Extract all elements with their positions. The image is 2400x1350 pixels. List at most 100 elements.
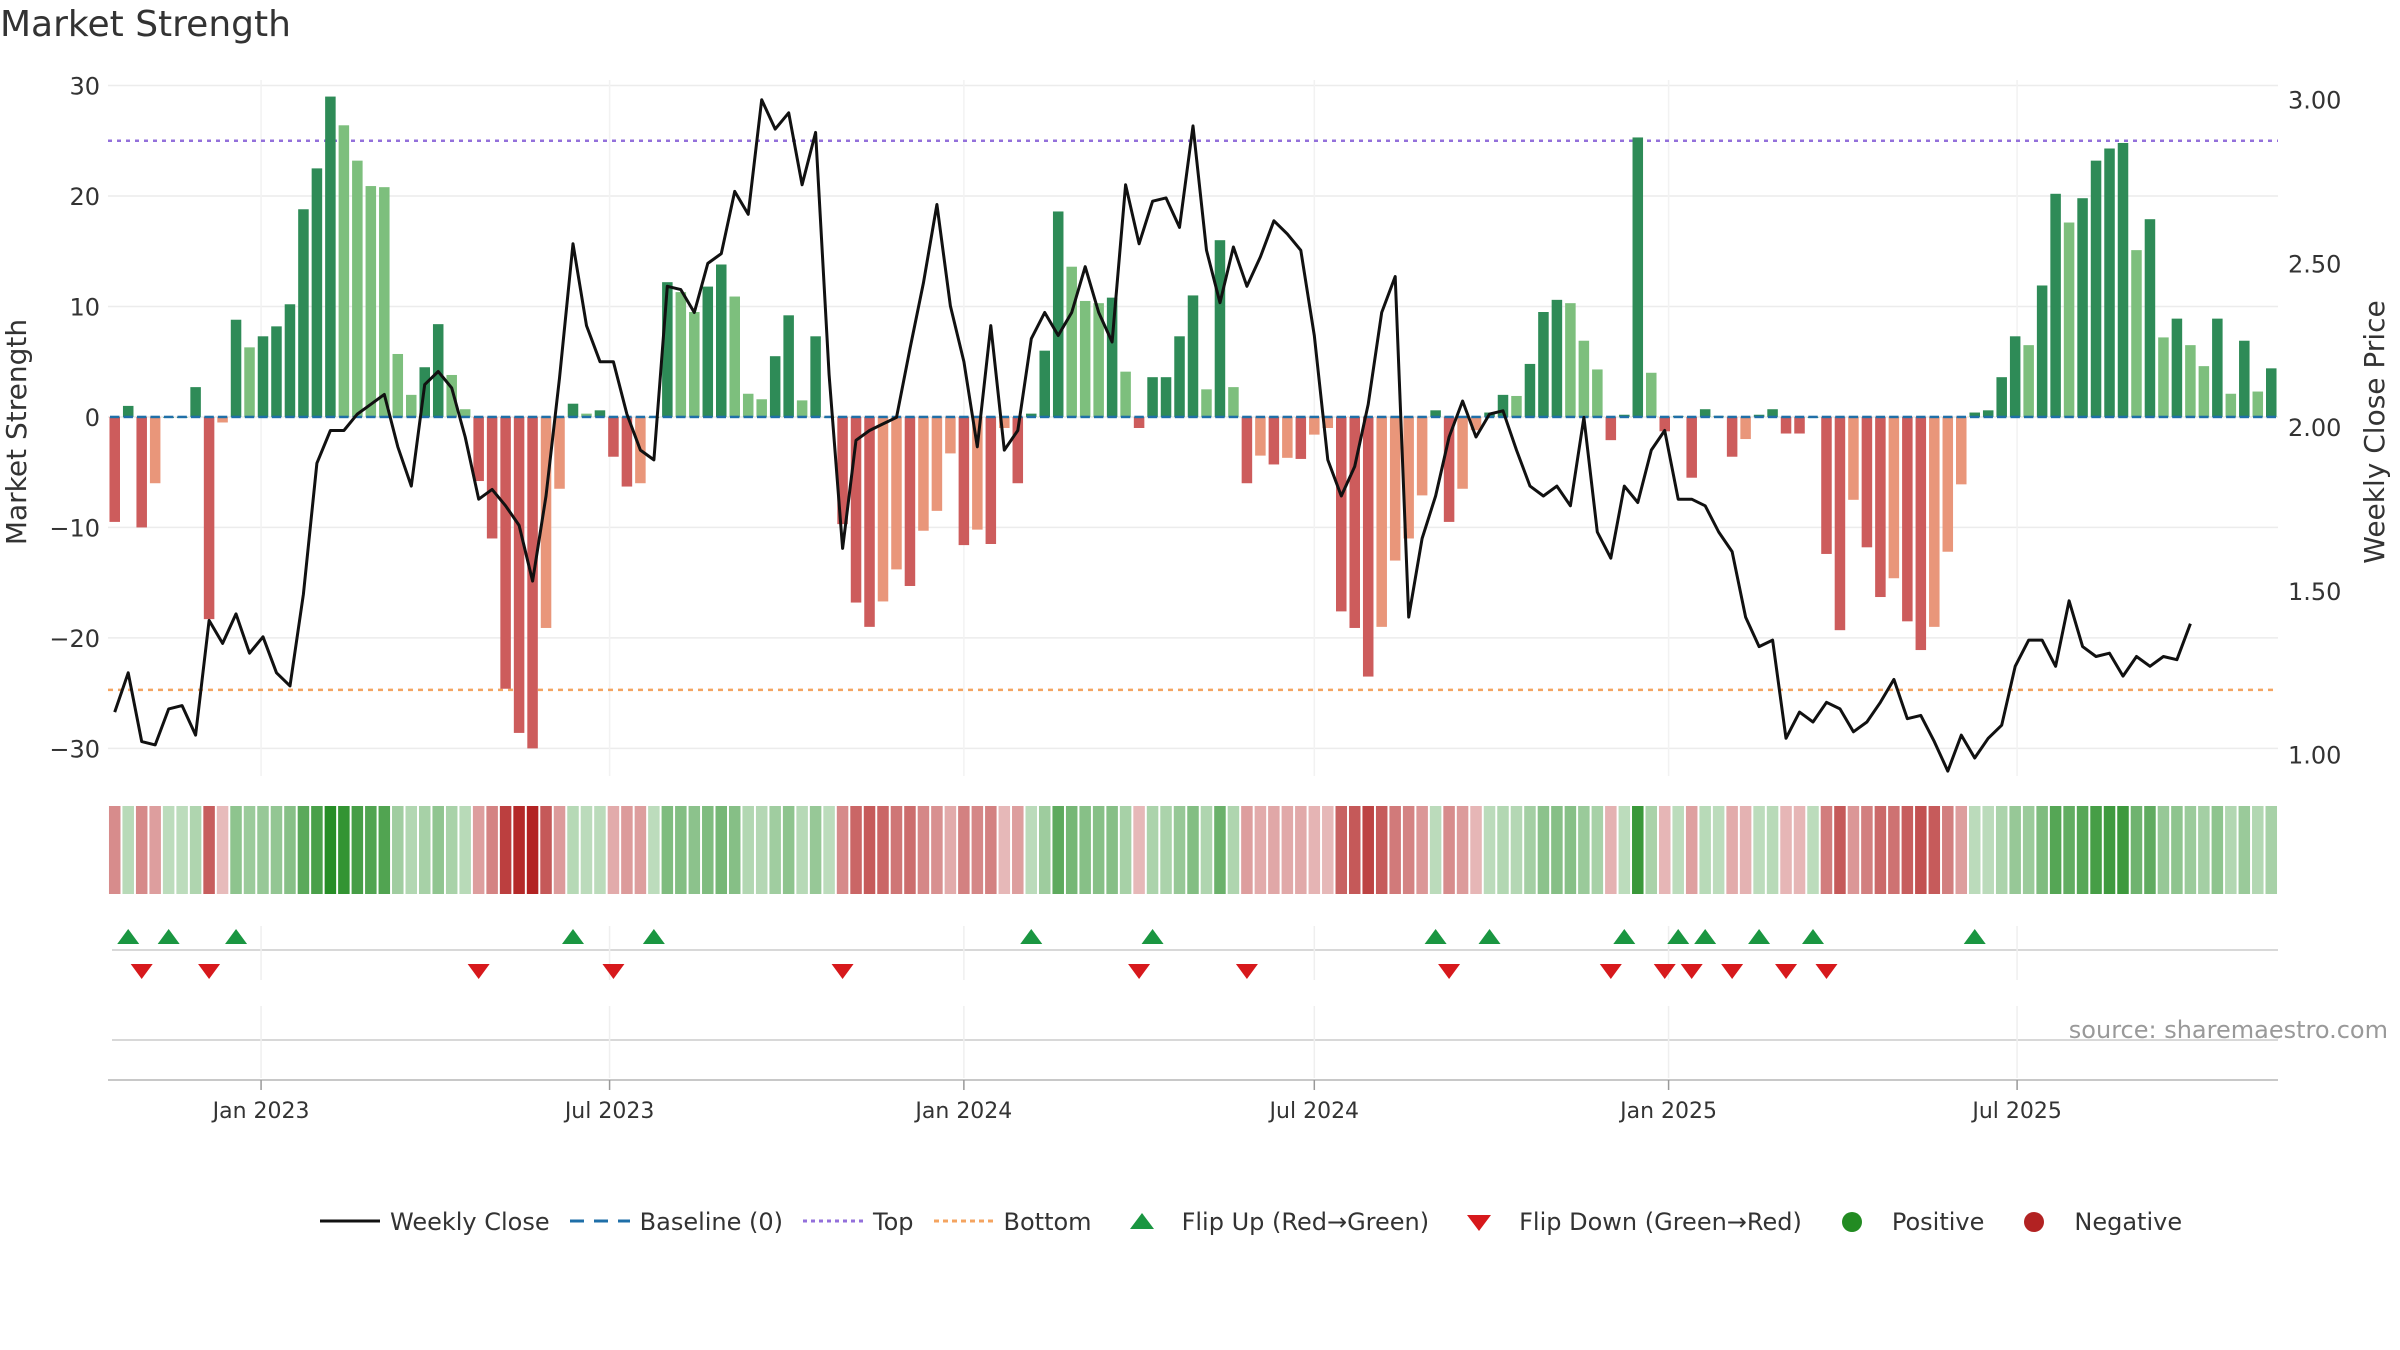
y-axis-right: 3.00 2.50 2.00 1.50 1.00 [2288,87,2341,770]
flip-up-marker [1748,929,1771,944]
flip-up-marker [562,929,584,944]
strength-bar [1160,377,1172,417]
heat-cell [607,806,620,894]
strength-bar [406,394,417,417]
heat-cell [1915,806,1927,894]
heat-cell [1497,806,1509,894]
strength-bar [1039,350,1050,417]
y-tick-label: 10 [69,293,100,321]
heat-cell [1241,806,1253,894]
heat-cell [1187,806,1199,894]
heat-cell [297,806,310,894]
heat-cell [2144,806,2156,894]
strength-bar [1322,416,1334,428]
y2-tick-label: 2.00 [2288,414,2341,442]
heat-cell [526,806,539,894]
heat-cell [1685,806,1698,894]
strength-bar [298,209,309,417]
heat-cell [728,806,741,894]
strength-bar [1524,363,1536,417]
strength-bar [1834,416,1846,631]
strength-bar [1228,387,1239,417]
legend-item: Baseline (0) [569,1208,783,1236]
heat-cell [2265,806,2278,894]
strength-bar [284,304,296,417]
strength-bar [675,292,687,417]
heat-cell [1025,806,1038,894]
heat-cell [1443,806,1455,894]
strength-bar [1902,416,1913,622]
circle-red-icon [2024,1212,2045,1232]
heat-cell [1173,806,1186,894]
heat-cell [890,806,903,894]
heat-cell [540,806,552,894]
heat-cell [1146,806,1159,894]
x-tick-label: Jul 2025 [1970,1099,2062,1124]
heat-cell [2225,806,2237,894]
strength-bar [594,410,606,417]
strength-bar [1133,416,1145,428]
y-axis-left: 30 20 10 0 −10 −20 −30 [49,73,100,764]
heat-cell [1052,806,1064,894]
strength-bar [1726,416,1738,457]
heat-cell [1065,806,1078,894]
strength-bar [1780,416,1792,434]
strength-heat-strip [108,806,2278,894]
strength-bar [1888,416,1900,579]
legend-item: Flip Down (Green→Red) [1449,1208,1802,1236]
legend-label: Positive [1891,1208,1985,1236]
strength-bar [945,416,956,454]
heat-cell [904,806,916,894]
legend: Weekly Close Baseline (0) Top Bottom Flip Up… [320,1208,2202,1236]
flip-up-marker [1613,929,1636,944]
heat-cell [634,806,647,894]
strength-bar [931,416,943,511]
heat-cell [998,806,1011,894]
strength-bar [2144,219,2156,417]
reference-lines [108,139,2278,692]
heat-cell [2090,806,2102,894]
heat-cell [378,806,391,894]
flip-down-marker [1815,964,1838,979]
strength-bar [2158,337,2169,417]
strength-bar [379,187,390,417]
strength-bar [1282,416,1293,458]
flip-up-marker [1478,929,1501,944]
heat-cell [863,806,876,894]
strength-bar [2063,222,2075,417]
flip-down-marker [1438,964,1461,979]
heat-cell [1928,806,1941,894]
strength-bar [540,416,552,628]
strength-bar [1578,340,1590,417]
heat-cell [2171,806,2183,894]
heat-cell [850,806,862,894]
heat-cell [702,806,714,894]
heat-cell [486,806,498,894]
heat-cell [944,806,957,894]
strength-bar [513,416,525,733]
strength-bar [1362,416,1374,677]
strength-bar [217,416,228,423]
heat-cell [877,806,889,894]
legend-label: Flip Up (Red→Green) [1181,1208,1430,1236]
strength-bar [985,416,997,544]
flip-up-marker [1963,929,1986,944]
legend-item: Negative [2004,1208,2182,1236]
strength-bar [2266,368,2277,417]
flip-up-marker [1694,929,1717,944]
strength-bar [1942,416,1954,552]
strength-bar [2050,193,2061,417]
heat-cell [742,806,754,894]
line-dotted-purple-icon [803,1219,864,1223]
strength-bar [756,399,767,417]
strength-bar [1969,412,1980,417]
strength-bar [1012,416,1024,484]
chart-title: Market Strength [0,4,291,45]
heat-cell [108,806,121,894]
strength-bar [702,286,714,417]
heat-cell [688,806,701,894]
strength-bar [1214,240,1226,417]
y-tick-label: 30 [69,73,100,101]
heat-cell [1362,806,1374,894]
strength-bar [999,416,1010,428]
